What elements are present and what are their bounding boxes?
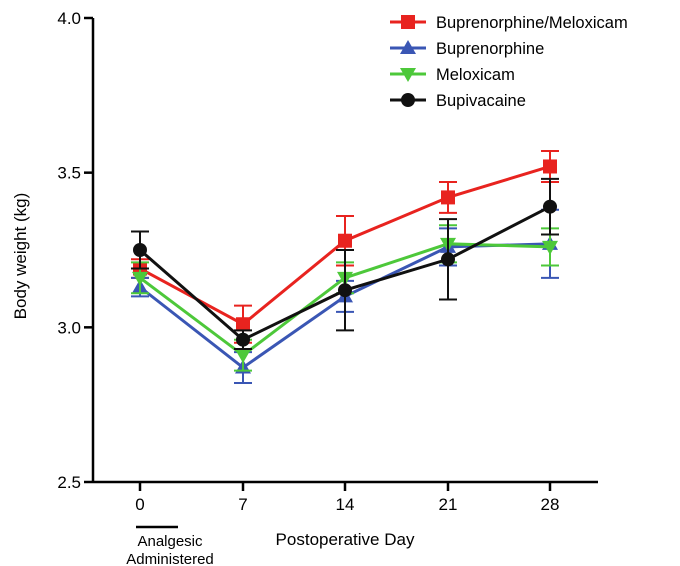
data-point — [338, 233, 352, 248]
x-tick-label: 28 — [541, 495, 560, 514]
x-tick-label: 21 — [439, 495, 458, 514]
y-tick-label: 2.5 — [57, 473, 81, 492]
legend-item: Buprenorphine/Meloxicam — [390, 14, 628, 32]
legend-marker — [400, 68, 416, 82]
annotation-line-1: Analgesic — [137, 533, 203, 550]
legend-marker — [401, 15, 415, 29]
data-point — [543, 159, 557, 174]
data-point — [133, 243, 147, 257]
legend-item: Meloxicam — [390, 66, 515, 84]
data-point — [236, 317, 250, 332]
legend-item: Buprenorphine — [390, 40, 544, 58]
legend-label: Meloxicam — [436, 66, 515, 84]
legend: Buprenorphine/Meloxicam Buprenorphine Melo… — [390, 14, 628, 110]
data-point — [543, 199, 557, 214]
analgesic-annotation: Analgesic Administered — [126, 525, 214, 566]
y-tick-label: 4.0 — [57, 9, 81, 28]
legend-marker — [400, 40, 416, 54]
data-point — [441, 252, 455, 267]
series-bupivacaine — [131, 177, 559, 350]
y-tick-label: 3.5 — [57, 164, 81, 183]
x-tick-label: 14 — [336, 495, 355, 514]
x-tick-label: 0 — [135, 495, 144, 514]
x-tick-label: 7 — [238, 495, 247, 514]
data-point — [338, 283, 352, 298]
y-axis-title: Body weight (kg) — [11, 193, 30, 320]
y-ticks: 2.5 3.0 3.5 4.0 — [57, 9, 93, 492]
x-ticks: 0 7 14 21 28 — [135, 482, 559, 514]
annotation-line-2: Administered — [126, 551, 214, 566]
legend-marker — [401, 93, 415, 107]
legend-label: Buprenorphine/Meloxicam — [436, 14, 628, 32]
data-point — [441, 190, 455, 205]
x-axis-title: Postoperative Day — [276, 530, 415, 549]
y-tick-label: 3.0 — [57, 318, 81, 337]
data-point — [235, 349, 251, 364]
series-layer — [131, 150, 559, 385]
legend-label: Buprenorphine — [436, 40, 544, 58]
legend-item: Bupivacaine — [390, 92, 526, 110]
data-point — [132, 271, 148, 286]
data-point — [236, 332, 250, 347]
data-point — [542, 240, 558, 255]
legend-label: Bupivacaine — [436, 92, 526, 110]
